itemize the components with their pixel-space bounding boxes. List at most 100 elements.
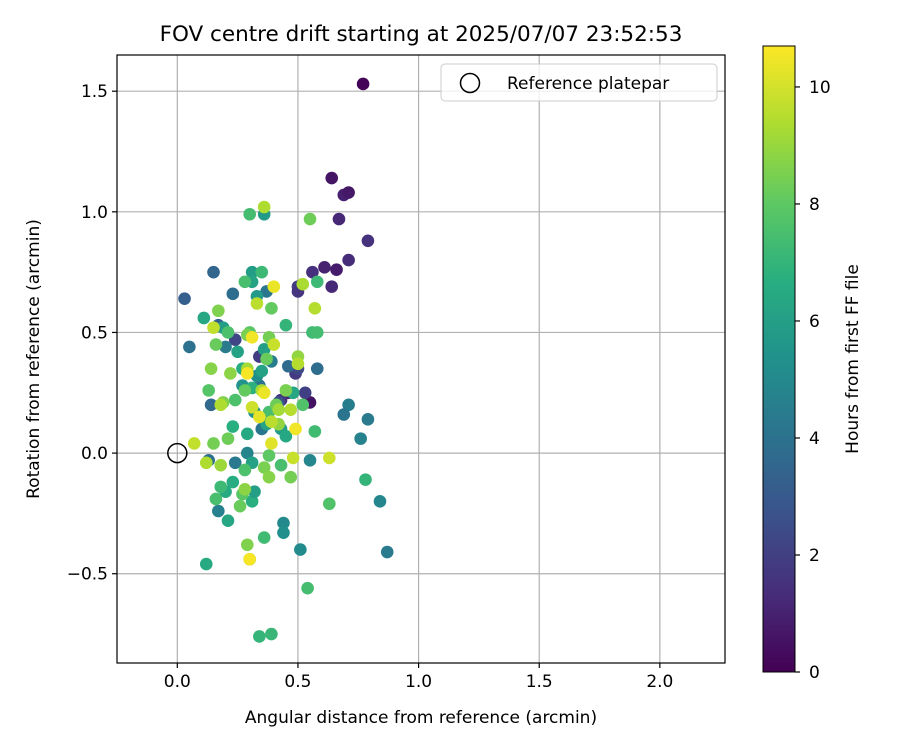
data-point [243,207,256,221]
data-point [308,425,322,438]
data-point [265,302,278,315]
data-point [212,304,225,318]
data-point [219,340,232,354]
data-point [296,398,310,412]
data-point [245,495,259,508]
data-point [308,302,322,315]
data-point [265,437,278,450]
y-tick-label: 1.5 [81,82,108,102]
data-point [226,287,240,301]
data-point [265,415,278,429]
data-point [267,338,281,351]
data-point [228,456,242,470]
data-point [301,581,314,595]
y-tick-label: 1.0 [81,203,108,223]
legend: Reference platepar [440,63,718,102]
colorbar-tick-label: 10 [809,78,831,98]
data-point [294,543,307,556]
data-point [262,470,276,484]
data-point [337,408,351,421]
data-point [199,456,213,470]
colorbar-ticks: 0 2 4 6 8 10 [795,78,831,683]
data-point [286,451,300,465]
data-point [233,499,247,513]
data-point [204,362,218,375]
data-point [342,253,355,267]
data-point [289,422,302,436]
data-point [279,384,293,397]
data-point [284,470,298,484]
data-point [238,463,252,477]
data-point [354,432,367,445]
data-point [279,318,293,332]
legend-label: Reference platepar [507,74,669,94]
data-point [277,526,290,540]
data-point [221,514,235,527]
data-point [209,338,223,351]
colorbar-label: Hours from first FF file [843,264,863,454]
data-point [255,364,269,378]
y-tick-label: 0.0 [81,444,108,464]
data-point [240,427,254,441]
x-tick-label: 0.5 [284,672,311,692]
data-point [204,398,218,412]
data-point [250,297,264,310]
data-point [243,552,256,566]
reference-point-marker [167,442,188,464]
data-point [323,497,336,511]
x-tick-label: 1.0 [405,672,432,692]
data-point [245,330,259,344]
data-point [257,386,271,400]
data-point [240,446,254,460]
data-point [272,403,285,416]
y-axis-ticks: −0.5 0.0 0.5 1.0 1.5 [67,82,117,585]
data-point [359,473,372,486]
data-point [356,77,370,91]
data-point [257,531,271,544]
data-point [361,234,375,248]
data-point [226,420,240,433]
data-point [255,265,269,279]
colorbar-tick-label: 6 [809,312,820,332]
data-point [245,400,259,414]
chart-title: FOV centre drift starting at 2025/07/07 … [160,22,683,47]
colorbar-tick-label: 0 [809,663,820,683]
data-point [240,538,254,552]
data-point [279,429,293,443]
data-point [342,186,355,199]
data-point [306,265,319,279]
grid-lines [117,55,725,663]
x-tick-label: 2.0 [646,672,673,692]
data-point [238,482,252,496]
data-point [238,384,252,397]
data-point [214,480,228,494]
data-point [209,492,223,506]
data-point [267,280,281,293]
data-point [310,362,324,375]
data-point [207,437,220,450]
data-point [212,504,225,518]
data-point [214,458,228,472]
colorbar-gradient [762,45,796,673]
data-point [284,403,298,416]
data-point [228,393,242,407]
data-point [248,485,261,498]
data-point [187,437,201,450]
data-point [265,627,278,641]
legend-open-circle-icon [459,72,481,94]
data-point [224,367,237,380]
data-point [298,386,312,400]
y-tick-label: 0.5 [81,323,108,343]
data-point [323,451,336,465]
data-point [277,516,290,530]
data-point [310,326,324,339]
legend-box [440,63,718,102]
data-point [330,263,343,277]
data-point [226,475,240,489]
data-point [257,200,271,214]
data-point [342,398,355,412]
data-point [282,359,295,373]
data-point [183,340,196,354]
y-tick-label: −0.5 [67,565,108,585]
